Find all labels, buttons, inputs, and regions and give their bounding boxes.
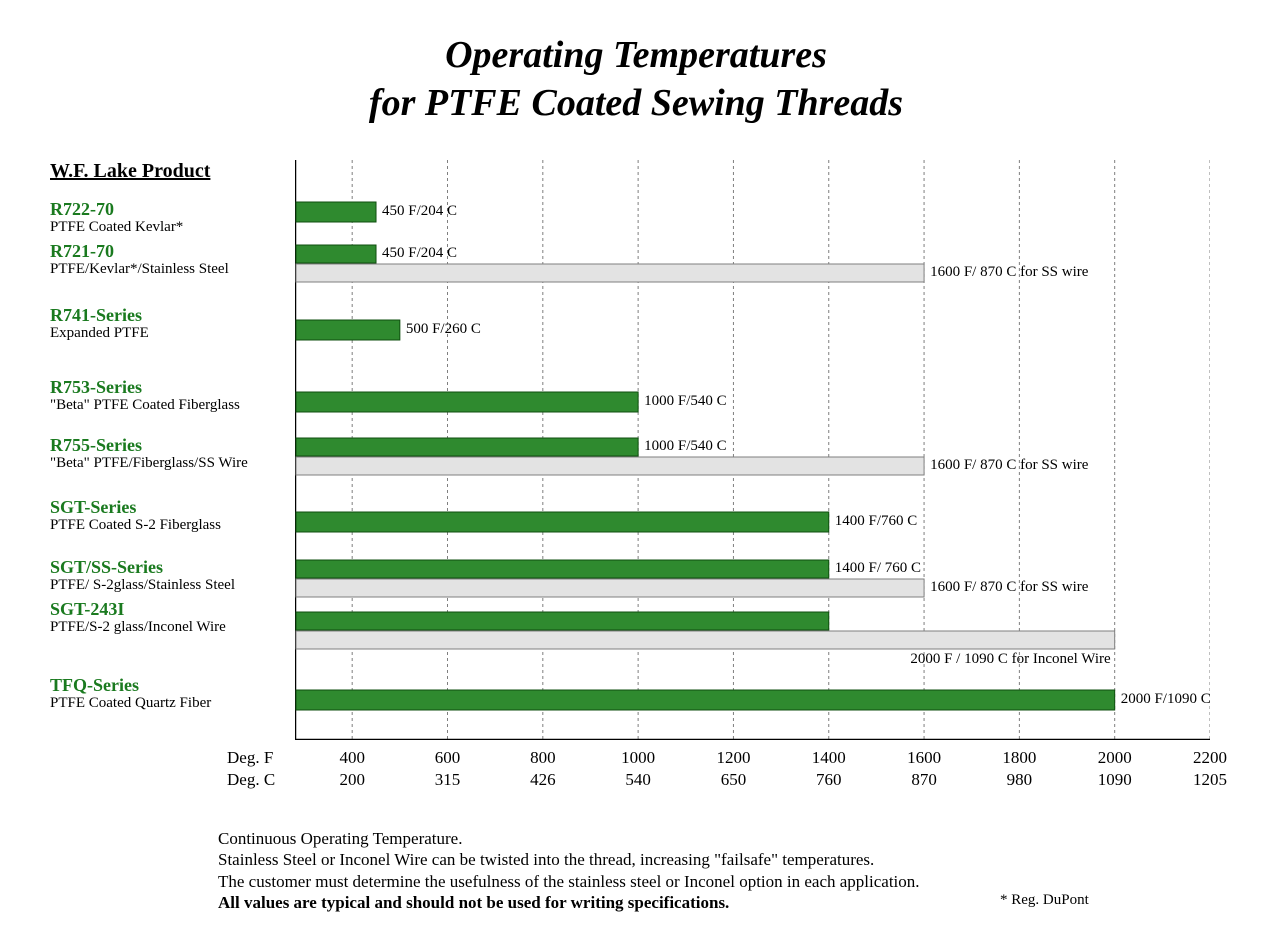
product-desc: PTFE Coated Quartz Fiber — [50, 695, 290, 712]
bar-value-label: 1000 F/540 C — [644, 438, 727, 455]
chart-area: W.F. Lake Product R722-70PTFE Coated Kev… — [50, 160, 1210, 780]
axis-tick-c: 980 — [994, 770, 1044, 790]
product-code: TFQ-Series — [50, 676, 290, 695]
footnote-line: The customer must determine the usefulne… — [218, 871, 1218, 892]
bar-value-label: 1600 F/ 870 C for SS wire — [930, 579, 1088, 596]
axis-fahrenheit-row: 4006008001000120014001600180020002200 — [295, 748, 1210, 770]
product-label: R722-70PTFE Coated Kevlar* — [50, 200, 290, 235]
bar-value-label: 1600 F/ 870 C for SS wire — [930, 264, 1088, 281]
product-desc: PTFE/ S-2glass/Stainless Steel — [50, 577, 290, 594]
bar-value-label: 450 F/204 C — [382, 203, 457, 220]
axis-tick-c: 426 — [518, 770, 568, 790]
title-line-1: Operating Temperatures — [0, 32, 1272, 80]
product-label: R755-Series"Beta" PTFE/Fiberglass/SS Wir… — [50, 436, 290, 471]
product-desc: PTFE Coated Kevlar* — [50, 219, 290, 236]
product-code: SGT-Series — [50, 498, 290, 517]
product-code: R755-Series — [50, 436, 290, 455]
chart-title: Operating Temperatures for PTFE Coated S… — [0, 0, 1272, 127]
title-line-2: for PTFE Coated Sewing Threads — [0, 80, 1272, 128]
bar-value-label: 500 F/260 C — [406, 321, 481, 338]
axis-tick-c: 1205 — [1185, 770, 1235, 790]
product-code: R722-70 — [50, 200, 290, 219]
axis-tick-f: 400 — [327, 748, 377, 768]
axis-tick-f: 2000 — [1090, 748, 1140, 768]
product-desc: PTFE/Kevlar*/Stainless Steel — [50, 261, 290, 278]
bar-value-label: 2000 F/1090 C — [1121, 691, 1211, 708]
product-desc: PTFE/S-2 glass/Inconel Wire — [50, 619, 290, 636]
axis-tick-c: 650 — [708, 770, 758, 790]
product-label: TFQ-SeriesPTFE Coated Quartz Fiber — [50, 676, 290, 711]
product-desc: PTFE Coated S-2 Fiberglass — [50, 517, 290, 534]
axis-tick-f: 800 — [518, 748, 568, 768]
product-column-heading: W.F. Lake Product — [50, 160, 210, 183]
bar-value-label: 1600 F/ 870 C for SS wire — [930, 457, 1088, 474]
axis-tick-c: 315 — [423, 770, 473, 790]
bar-value-label: 1400 F/ 760 C — [835, 560, 921, 577]
reg-dupont-note: * Reg. DuPont — [1000, 892, 1089, 909]
axis-tick-f: 1600 — [899, 748, 949, 768]
product-label: SGT/SS-SeriesPTFE/ S-2glass/Stainless St… — [50, 558, 290, 593]
footnote-line: Stainless Steel or Inconel Wire can be t… — [218, 849, 1218, 870]
product-code: R741-Series — [50, 306, 290, 325]
product-code: R753-Series — [50, 378, 290, 397]
axis-tick-f: 1200 — [708, 748, 758, 768]
product-label: SGT-SeriesPTFE Coated S-2 Fiberglass — [50, 498, 290, 533]
product-label: R753-Series"Beta" PTFE Coated Fiberglass — [50, 378, 290, 413]
axis-tick-c: 1090 — [1090, 770, 1140, 790]
bar-value-label: 2000 F / 1090 C for Inconel Wire — [910, 651, 1110, 668]
axis-tick-c: 200 — [327, 770, 377, 790]
bar-value-label: 450 F/204 C — [382, 245, 457, 262]
bar-value-label: 1400 F/760 C — [835, 513, 918, 530]
product-code: SGT-243I — [50, 600, 290, 619]
bar-value-label: 1000 F/540 C — [644, 393, 727, 410]
product-desc: "Beta" PTFE/Fiberglass/SS Wire — [50, 455, 290, 472]
axis-celsius-row: 20031542654065076087098010901205 — [295, 770, 1210, 792]
product-label: R721-70PTFE/Kevlar*/Stainless Steel — [50, 242, 290, 277]
axis-f-unit-label: Deg. F — [227, 748, 273, 768]
axis-tick-f: 2200 — [1185, 748, 1235, 768]
product-code: SGT/SS-Series — [50, 558, 290, 577]
product-desc: "Beta" PTFE Coated Fiberglass — [50, 397, 290, 414]
bar-labels-layer: 450 F/204 C 450 F/204 C 1600 F/ 870 C for … — [295, 160, 1210, 740]
page: Operating Temperatures for PTFE Coated S… — [0, 0, 1272, 925]
axis-tick-c: 760 — [804, 770, 854, 790]
axis-tick-c: 540 — [613, 770, 663, 790]
axis-tick-f: 1800 — [994, 748, 1044, 768]
axis-c-unit-label: Deg. C — [227, 770, 275, 790]
product-label: R741-SeriesExpanded PTFE — [50, 306, 290, 341]
axis-tick-c: 870 — [899, 770, 949, 790]
product-label: SGT-243IPTFE/S-2 glass/Inconel Wire — [50, 600, 290, 635]
product-code: R721-70 — [50, 242, 290, 261]
axis-tick-f: 600 — [423, 748, 473, 768]
axis-tick-f: 1400 — [804, 748, 854, 768]
axis-tick-f: 1000 — [613, 748, 663, 768]
footnote-line: Continuous Operating Temperature. — [218, 828, 1218, 849]
product-desc: Expanded PTFE — [50, 325, 290, 342]
